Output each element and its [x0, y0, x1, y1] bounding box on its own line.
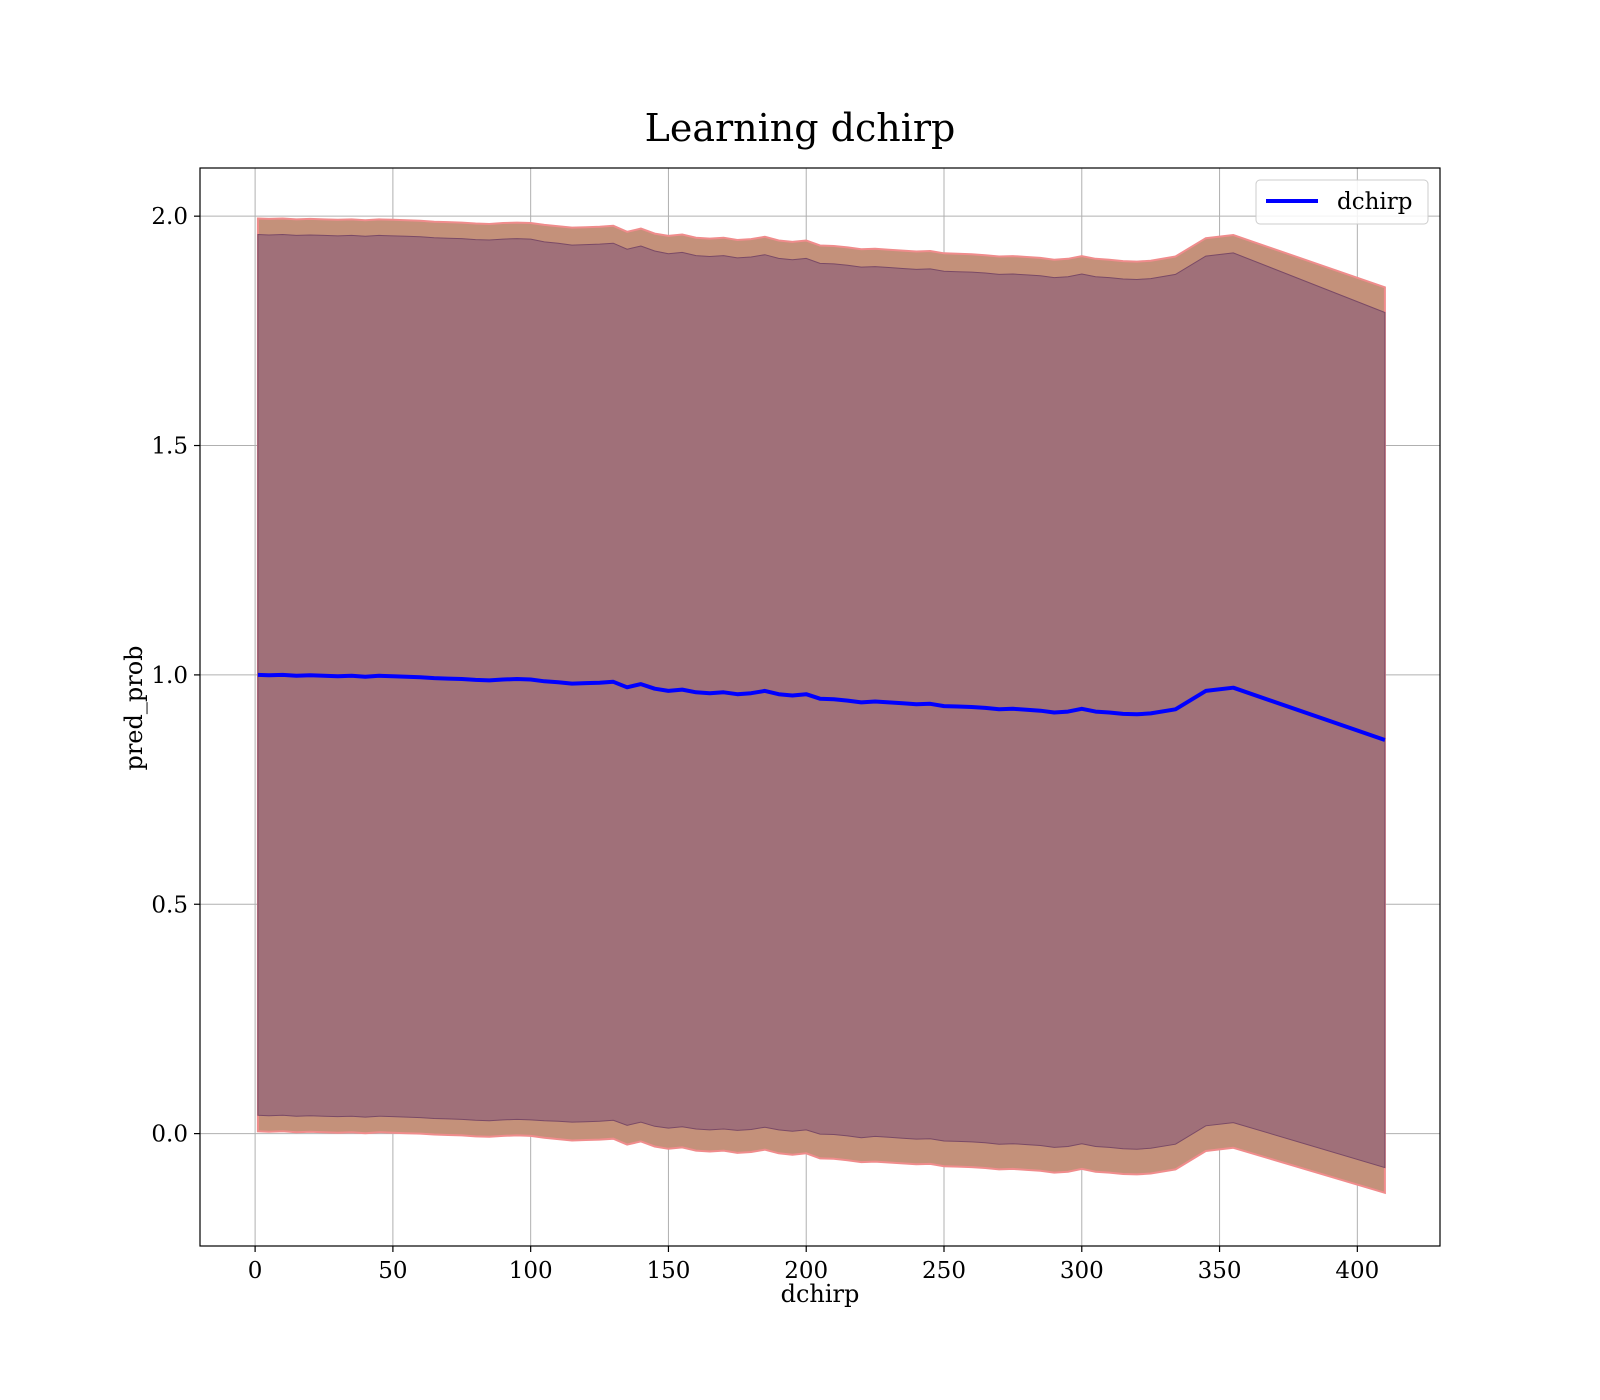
x-tick-label-0: 0: [248, 1258, 263, 1284]
y-tick-label-3: 1.5: [151, 434, 188, 460]
x-tick-label-6: 300: [1060, 1258, 1104, 1284]
x-tick-label-5: 250: [922, 1258, 966, 1284]
x-tick-label-8: 400: [1335, 1258, 1379, 1284]
series-lines: [257, 672, 1386, 742]
y-tick-label-4: 2.0: [151, 204, 188, 230]
series-line-dchirp: [257, 672, 1386, 742]
x-tick-label-1: 50: [378, 1258, 407, 1284]
plot-frame: [199, 167, 1441, 1247]
y-tick-label-1: 0.5: [151, 892, 188, 918]
confidence-bands: [256, 217, 1386, 1195]
x-tick-label-4: 200: [784, 1258, 828, 1284]
y-axis-label: pred_prob: [120, 645, 148, 770]
x-axis-label: dchirp: [781, 1280, 860, 1308]
y-axis: 0.0 0.5 1.0 1.5 2.0: [151, 204, 200, 1148]
legend-entry-dchirp: dchirp: [1337, 189, 1413, 215]
x-tick-label-2: 100: [509, 1258, 553, 1284]
legend-box: [1255, 179, 1429, 225]
x-tick-label-7: 350: [1198, 1258, 1242, 1284]
y-tick-label-0: 0.0: [151, 1122, 188, 1148]
x-axis: 0 50 100 150 200 250 300 350 400: [248, 1246, 1379, 1284]
legend: dchirp: [1255, 179, 1429, 225]
y-tick-label-2: 1.0: [151, 663, 188, 689]
inner-band: [257, 233, 1386, 1169]
chart-title: Learning dchirp: [645, 106, 956, 150]
x-tick-label-3: 150: [646, 1258, 690, 1284]
